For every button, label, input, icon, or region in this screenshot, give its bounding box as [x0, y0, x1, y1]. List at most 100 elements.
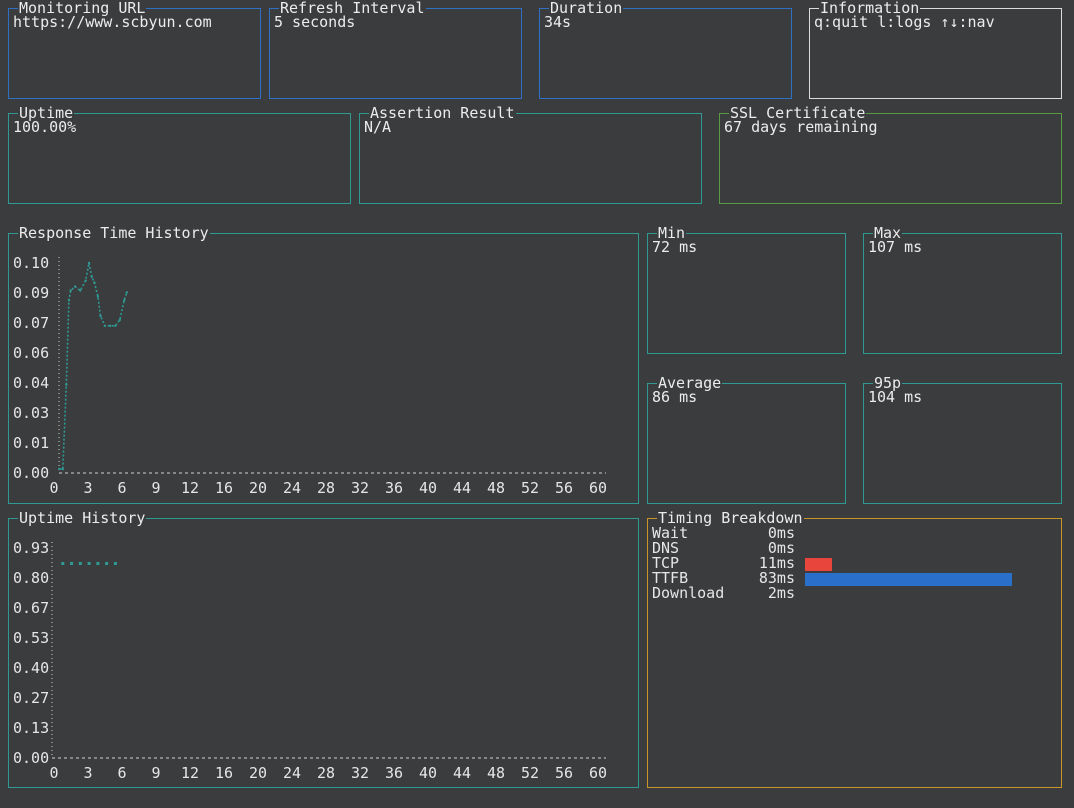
y-tick-label: 0.01: [13, 434, 49, 452]
y-tick-label: 0.00: [13, 749, 49, 767]
average-panel: Average 86 ms: [647, 375, 846, 504]
timing-value: 0ms: [767, 539, 795, 557]
timing-label: Wait: [652, 524, 689, 542]
data-point: [61, 467, 64, 471]
y-tick-label: 0.93: [13, 539, 49, 557]
x-tick-label: 52: [521, 479, 539, 497]
data-point: [114, 324, 117, 328]
data-point: [61, 562, 65, 565]
monitoring-url-value: https://www.scbyun.com: [13, 13, 212, 31]
timing-label: TTFB: [652, 569, 689, 587]
average-value: 86 ms: [652, 388, 698, 406]
x-tick-label: 9: [151, 479, 160, 497]
data-point: [87, 562, 91, 565]
y-tick-label: 0.80: [13, 569, 49, 587]
refresh-interval-title: Refresh Interval: [279, 0, 426, 17]
uptime-panel: Uptime 100.00%: [8, 105, 351, 204]
assertion-result-panel: Assertion Result N/A: [359, 105, 702, 204]
x-tick-label: 32: [351, 479, 369, 497]
data-point: [67, 299, 71, 302]
average-title: Average: [657, 374, 723, 392]
ssl-certificate-title: SSL Certificate: [729, 104, 867, 122]
x-tick-label: 3: [83, 479, 92, 497]
x-tick-label: 56: [555, 479, 573, 497]
data-point: [84, 279, 87, 282]
x-tick-label: 6: [117, 479, 126, 497]
data-point: [79, 289, 82, 292]
refresh-interval-value: 5 seconds: [274, 13, 356, 31]
x-tick-label: 20: [249, 764, 267, 782]
x-tick-label: 9: [151, 764, 160, 782]
data-point: [99, 314, 102, 318]
y-tick-label: 0.27: [13, 689, 49, 707]
x-tick-label: 60: [589, 764, 607, 782]
data-point: [118, 318, 122, 322]
data-point: [78, 562, 82, 565]
data-point: [73, 285, 77, 288]
data-point: [90, 275, 93, 278]
response-time-chart: 0.100.090.070.060.040.030.010.000 3 6 9 12 16…: [13, 254, 607, 497]
p95-value: 104 ms: [868, 388, 923, 406]
x-tick-label: 28: [317, 764, 335, 782]
x-tick-label: 12: [181, 479, 199, 497]
y-tick-label: 0.67: [13, 599, 49, 617]
data-point: [65, 383, 68, 386]
timing-value: 83ms: [758, 569, 795, 587]
timing-value: 2ms: [767, 584, 795, 602]
max-value: 107 ms: [868, 238, 923, 256]
x-tick-label: 44: [453, 764, 471, 782]
response-time-history-panel: Response Time History 0.10 0.09 0.07 0.06 0.…: [8, 225, 639, 504]
y-tick-label: 0.40: [13, 659, 49, 677]
monitoring-url-panel: Monitoring URL https://www.scbyun.com: [8, 0, 261, 99]
duration-title: Duration: [549, 0, 624, 17]
refresh-interval-panel: Refresh Interval 5 seconds: [269, 0, 522, 99]
data-point: [69, 289, 72, 292]
data-point: [103, 324, 107, 328]
duration-panel: Duration 34s: [539, 0, 792, 99]
x-tick-label: 12: [181, 764, 199, 782]
x-tick-label: 28: [317, 479, 335, 497]
response-time-history-title: Response Time History: [18, 224, 210, 242]
timing-bar: [805, 573, 1012, 586]
x-tick-label: 16: [215, 479, 233, 497]
y-tick-label: 0.09: [13, 284, 49, 302]
assertion-result-title: Assertion Result: [369, 104, 516, 122]
x-tick-label: 24: [283, 479, 301, 497]
ssl-certificate-panel: SSL Certificate 67 days remaining: [719, 105, 1062, 204]
p95-title: 95p: [873, 374, 903, 392]
timing-value: 11ms: [758, 554, 795, 572]
information-panel: Information q:quit l:logs ↑↓:nav: [809, 0, 1062, 99]
min-value: 72 ms: [652, 238, 698, 256]
y-tick-label: 0.03: [13, 404, 49, 422]
x-tick-label: 40: [419, 479, 437, 497]
timing-value: 0ms: [767, 524, 795, 542]
x-tick-label: 48: [487, 479, 505, 497]
uptime-history-chart: 0.930.800.670.530.400.270.130.000 3 6 9 12 16…: [13, 539, 607, 782]
min-title: Min: [657, 224, 687, 242]
data-point: [122, 299, 126, 302]
ssl-certificate-value: 67 days remaining: [724, 118, 878, 136]
x-tick-label: 36: [385, 764, 403, 782]
y-tick-label: 0.10: [13, 254, 49, 272]
data-point: [58, 467, 61, 471]
x-tick-label: 52: [521, 764, 539, 782]
duration-value: 34s: [544, 13, 572, 31]
max-panel: Max 107 ms: [863, 225, 1062, 354]
timing-breakdown-panel: Timing Breakdown Wait 0ms DNS 0ms TCP 11ms TTF…: [647, 510, 1062, 788]
timing-breakdown-title: Timing Breakdown: [657, 509, 804, 527]
x-tick-label: 36: [385, 479, 403, 497]
data-point: [113, 562, 117, 565]
uptime-title: Uptime: [18, 104, 75, 122]
data-point: [87, 261, 91, 265]
timing-label: Download: [652, 584, 725, 602]
x-tick-label: 40: [419, 764, 437, 782]
data-point: [93, 281, 96, 284]
min-panel: Min 72 ms: [647, 225, 846, 354]
y-tick-label: 0.13: [13, 719, 49, 737]
x-tick-label: 44: [453, 479, 471, 497]
x-tick-label: 20: [249, 479, 267, 497]
assertion-result-value: N/A: [364, 118, 392, 136]
timing-label: TCP: [652, 554, 680, 572]
information-title: Information: [819, 0, 921, 17]
data-point: [108, 324, 112, 328]
